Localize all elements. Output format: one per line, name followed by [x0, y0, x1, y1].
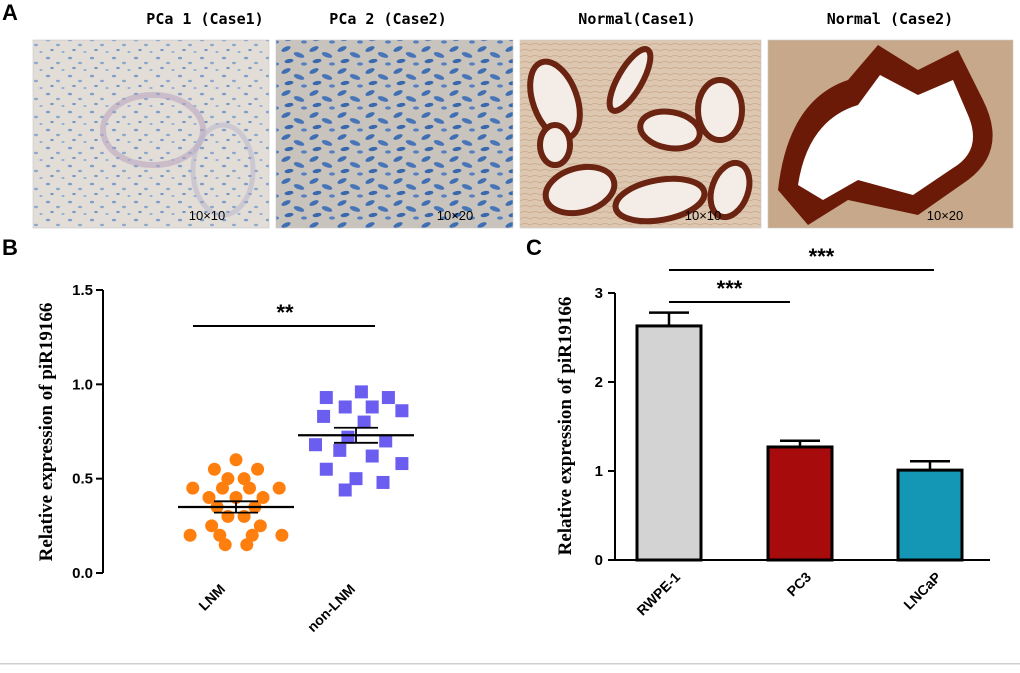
- data-point: [243, 481, 256, 495]
- panel-b-letter: B: [2, 235, 18, 260]
- data-point: [309, 438, 322, 452]
- magnification-label-1: 10×10: [189, 208, 226, 223]
- micrograph-title-3: Normal(Case1): [578, 10, 695, 28]
- micrograph-3: Normal(Case1) 10×10: [519, 10, 762, 229]
- data-point: [333, 443, 347, 457]
- y-tick-label-c: 1: [595, 463, 603, 480]
- data-point: [376, 475, 390, 489]
- micrograph-1: PCa 1 (Case1) 10×10: [32, 10, 270, 229]
- data-point: [229, 453, 243, 467]
- micrograph-title-1: PCa 1 (Case1): [146, 10, 263, 28]
- x-category-label-b: non-LNM: [304, 581, 358, 635]
- data-point: [341, 430, 355, 444]
- data-point: [256, 491, 270, 505]
- x-category-label-c: LNCaP: [900, 569, 944, 613]
- y-axis-label-c: Relative expression of piR19166: [555, 297, 576, 556]
- data-point: [275, 528, 289, 542]
- data-point: [338, 400, 352, 414]
- data-point: [218, 538, 232, 552]
- data-point: [349, 472, 363, 486]
- data-point: [381, 391, 395, 405]
- bar-PC3: [766, 445, 834, 562]
- data-point: [216, 481, 229, 495]
- data-point: [245, 528, 259, 542]
- micrograph-2: PCa 2 (Case2) 10×20: [275, 10, 514, 229]
- data-point: [237, 472, 251, 486]
- data-point: [253, 519, 267, 533]
- bottom-divider: [0, 663, 1020, 665]
- series-non-LNM: [298, 385, 414, 497]
- significance-label-b: **: [276, 300, 294, 325]
- y-tick-label-b: 0.5: [72, 471, 93, 488]
- significance-label-c: ***: [717, 276, 743, 301]
- data-point: [395, 404, 409, 418]
- data-point: [319, 391, 333, 405]
- x-category-label-c: PC3: [784, 569, 815, 600]
- micrograph-title-2: PCa 2 (Case2): [329, 10, 446, 28]
- bar-LNCaP: [896, 468, 964, 562]
- panel-a-letter: A: [2, 0, 18, 25]
- panel-c-letter: C: [526, 235, 542, 260]
- magnification-label-3: 10×10: [685, 208, 722, 223]
- magnification-label-4: 10×20: [927, 208, 964, 223]
- chart-b: B 0.0 0.5 1.0 1.5 Relative expression of piR1…: [2, 235, 414, 635]
- data-point: [207, 462, 221, 476]
- y-tick-label-c: 0: [595, 552, 603, 569]
- series-LNM: [178, 453, 294, 552]
- data-point: [240, 538, 254, 552]
- x-category-label-b: LNM: [195, 581, 228, 614]
- y-axis-label-b: Relative expression of piR19166: [36, 303, 57, 562]
- chart-c: C 0 1 2 3 Relative expression of piR19166 RWPE…: [526, 235, 990, 618]
- data-point: [365, 400, 379, 414]
- data-point: [202, 491, 216, 505]
- data-point: [205, 519, 219, 533]
- data-point: [319, 462, 333, 476]
- micrograph-title-4: Normal (Case2): [827, 10, 953, 28]
- significance-label-c: ***: [809, 244, 835, 269]
- data-point: [354, 385, 368, 399]
- y-tick-label-b: 1.0: [72, 376, 93, 393]
- magnification-label-2: 10×20: [437, 208, 474, 223]
- data-point: [395, 457, 409, 471]
- data-point: [317, 409, 331, 423]
- data-point: [272, 481, 286, 495]
- y-tick-label-b: 0.0: [72, 565, 93, 582]
- data-point: [251, 462, 265, 476]
- bar-RWPE-1: [635, 324, 703, 562]
- data-point: [365, 449, 379, 463]
- data-point: [379, 434, 393, 448]
- x-category-label-c: RWPE-1: [633, 569, 683, 619]
- data-point: [221, 472, 235, 486]
- data-point: [357, 415, 371, 429]
- data-point: [213, 528, 227, 542]
- y-tick-label-b: 1.5: [72, 282, 93, 299]
- data-point: [186, 481, 200, 495]
- data-point: [338, 483, 352, 497]
- data-point: [183, 528, 197, 542]
- y-tick-label-c: 2: [595, 374, 603, 391]
- y-tick-label-c: 3: [595, 285, 603, 302]
- micrograph-4: Normal (Case2) 10×20: [767, 10, 1014, 229]
